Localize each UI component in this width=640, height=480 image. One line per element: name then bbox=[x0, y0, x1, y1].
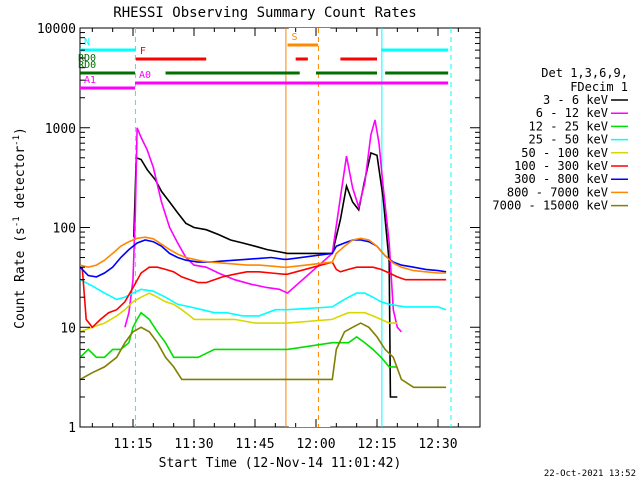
series-line-8 bbox=[79, 322, 447, 389]
x-axis: 11:15 11:30 11:45 12:00 12:15 12:30 bbox=[91, 28, 459, 452]
x-tick-label-4: 12:15 bbox=[357, 437, 396, 452]
y-axis-label-exp2: -1 bbox=[12, 135, 22, 146]
legend-entry-label-7: 800 - 7000 keV bbox=[507, 185, 608, 199]
y-tick-label-0: 1 bbox=[68, 421, 76, 436]
y-axis-label-exp1: -1 bbox=[12, 216, 22, 227]
series-line-5 bbox=[81, 261, 447, 329]
series-line-4 bbox=[79, 292, 398, 333]
series-lines bbox=[79, 119, 447, 398]
state-bar-label-1: F bbox=[140, 46, 146, 57]
state-bar-label-6: A1 bbox=[84, 75, 96, 86]
series-line-7 bbox=[79, 236, 447, 274]
x-tick-label-0: 11:15 bbox=[113, 437, 152, 452]
x-axis-label: Start Time (12-Nov-14 11:01:42) bbox=[159, 456, 402, 471]
state-bar-label-4: RD0 bbox=[78, 60, 96, 71]
legend-entry-label-2: 12 - 25 keV bbox=[529, 119, 608, 133]
x-tick-label-3: 12:00 bbox=[296, 437, 335, 452]
state-bar-label-2: RD0 bbox=[78, 53, 96, 64]
x-tick-label-1: 11:30 bbox=[174, 437, 213, 452]
y-tick-label-2: 100 bbox=[53, 222, 76, 237]
legend-entry-label-1: 6 - 12 keV bbox=[536, 106, 608, 120]
series-line-3 bbox=[79, 278, 447, 317]
legend-entry-label-8: 7000 - 15000 keV bbox=[492, 199, 608, 213]
series-line-2 bbox=[79, 311, 398, 368]
legend-header-line1: Det 1,3,6,9, bbox=[541, 66, 628, 80]
legend-entry-label-6: 300 - 800 keV bbox=[514, 172, 608, 186]
state-bar-label-0: N bbox=[84, 37, 90, 48]
y-axis-label-suffix: ) bbox=[13, 127, 28, 135]
event-markers bbox=[134, 28, 452, 427]
generated-timestamp: 22-Oct-2021 13:52 bbox=[544, 469, 636, 479]
series-line-1 bbox=[124, 119, 402, 333]
y-axis-label-mid: detector bbox=[13, 146, 28, 217]
state-bars: N F RD0 S RD0 A0 A1 bbox=[78, 32, 449, 90]
legend-entry-label-4: 50 - 100 keV bbox=[521, 146, 608, 160]
y-axis: 1 10 100 1000 10000 bbox=[37, 22, 480, 436]
x-tick-label-5: 12:30 bbox=[418, 437, 457, 452]
legend-entry-label-5: 100 - 300 keV bbox=[514, 159, 608, 173]
y-tick-label-3: 1000 bbox=[45, 122, 76, 137]
data-gap bbox=[288, 28, 331, 427]
y-tick-label-1: 10 bbox=[60, 321, 76, 336]
legend-entry-label-0: 3 - 6 keV bbox=[543, 93, 608, 107]
legend-entry-label-3: 25 - 50 keV bbox=[529, 133, 608, 147]
y-tick-label-4: 10000 bbox=[37, 22, 76, 37]
x-tick-label-2: 11:45 bbox=[235, 437, 274, 452]
chart-title: RHESSI Observing Summary Count Rates bbox=[113, 5, 416, 21]
state-bar-label-5: A0 bbox=[139, 70, 151, 81]
state-bar-label-3: S bbox=[292, 32, 298, 43]
y-axis-label: Count Rate (s-1 detector-1) bbox=[12, 127, 28, 329]
legend-header-line2: FDecim 1 bbox=[570, 80, 628, 94]
series-line-0 bbox=[133, 151, 398, 398]
y-axis-label-prefix: Count Rate (s bbox=[13, 227, 28, 329]
